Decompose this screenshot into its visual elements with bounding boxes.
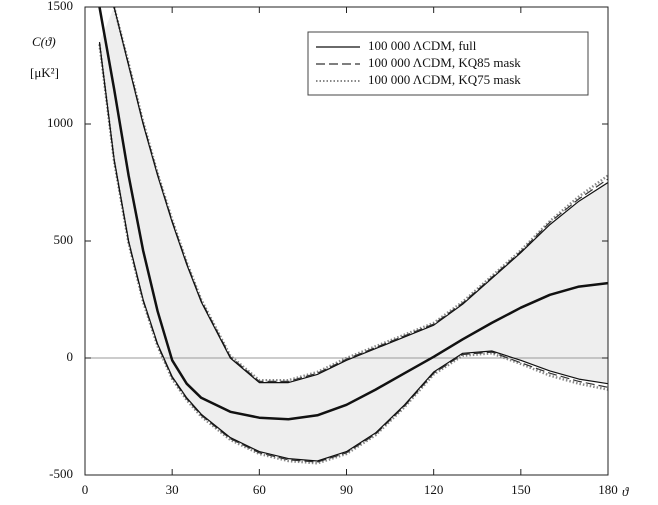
- plot-area: [85, 7, 608, 465]
- series-line: [98, 7, 608, 421]
- y-tick-label: 1000: [47, 115, 73, 130]
- y-label: C(ϑ): [32, 34, 56, 49]
- series-line: [98, 44, 608, 465]
- x-tick-label: 90: [340, 482, 353, 497]
- x-label: ϑ: [622, 484, 629, 499]
- series-line: [98, 42, 608, 462]
- x-tick-label: 60: [253, 482, 266, 497]
- series-line: [112, 7, 608, 382]
- x-tick-label: 0: [82, 482, 89, 497]
- x-tick-label: 30: [166, 482, 179, 497]
- x-tick-label: 120: [424, 482, 444, 497]
- legend-label: 100 000 ΛCDM, KQ75 mask: [368, 72, 521, 87]
- y-unit: [μK²]: [30, 65, 59, 80]
- y-tick-label: -500: [49, 466, 73, 481]
- series-line: [113, 7, 608, 384]
- legend-box: [307, 31, 589, 96]
- y-tick-label: 0: [67, 349, 74, 364]
- series-line: [98, 43, 608, 463]
- x-tick-label: 150: [511, 482, 531, 497]
- x-tick-label: 180: [598, 482, 618, 497]
- band-fill: [99, 7, 608, 461]
- y-tick-label: 500: [54, 232, 74, 247]
- legend: 100 000 ΛCDM, full 100 000 ΛCDM, KQ85 mas…: [307, 31, 589, 96]
- y-tick-label: 1500: [47, 0, 73, 13]
- legend-label: 100 000 ΛCDM, full: [368, 38, 477, 53]
- legend-label: 100 000 ΛCDM, KQ85 mask: [368, 55, 521, 70]
